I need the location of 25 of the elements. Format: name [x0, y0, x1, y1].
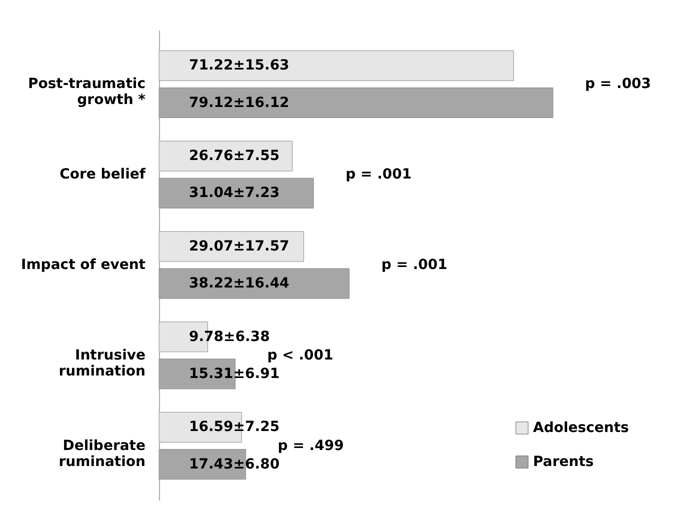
bar — [158, 140, 293, 172]
annotation: p = .001 — [381, 257, 448, 273]
y-tick-label: Core belief — [60, 166, 146, 183]
y-tick-label: Impact of event — [21, 257, 146, 273]
bar — [158, 231, 304, 262]
y-tick-label: Post-traumatic growth * — [28, 76, 146, 108]
data-label: 9.78±6.38 — [189, 328, 270, 345]
y-tick-label: Intrusive rumination — [58, 347, 146, 380]
data-label: 26.76±7.55 — [189, 148, 280, 164]
text: p = .003 — [585, 76, 652, 92]
data-label: 31.04±7.23 — [189, 185, 280, 202]
data-label: 16.59±7.25 — [189, 419, 280, 436]
annotation: p = .001 — [346, 166, 412, 183]
data-label: 38.22±16.44 — [189, 276, 290, 292]
data-label: 17.43±6.80 — [189, 456, 280, 472]
annotation: p < .001 — [267, 347, 334, 364]
legend-label: Adolescents — [533, 420, 629, 436]
data-label: 71.22±15.63 — [189, 58, 290, 74]
legend-label: Parents — [533, 454, 594, 470]
data-label: 15.31±6.91 — [189, 366, 280, 382]
data-label: 79.12±16.12 — [189, 94, 290, 111]
bar — [158, 50, 514, 81]
annotation: p = .499 — [278, 438, 344, 454]
y-tick-label: Deliberate rumination — [58, 438, 146, 470]
data-label: 29.07±17.57 — [189, 238, 290, 254]
